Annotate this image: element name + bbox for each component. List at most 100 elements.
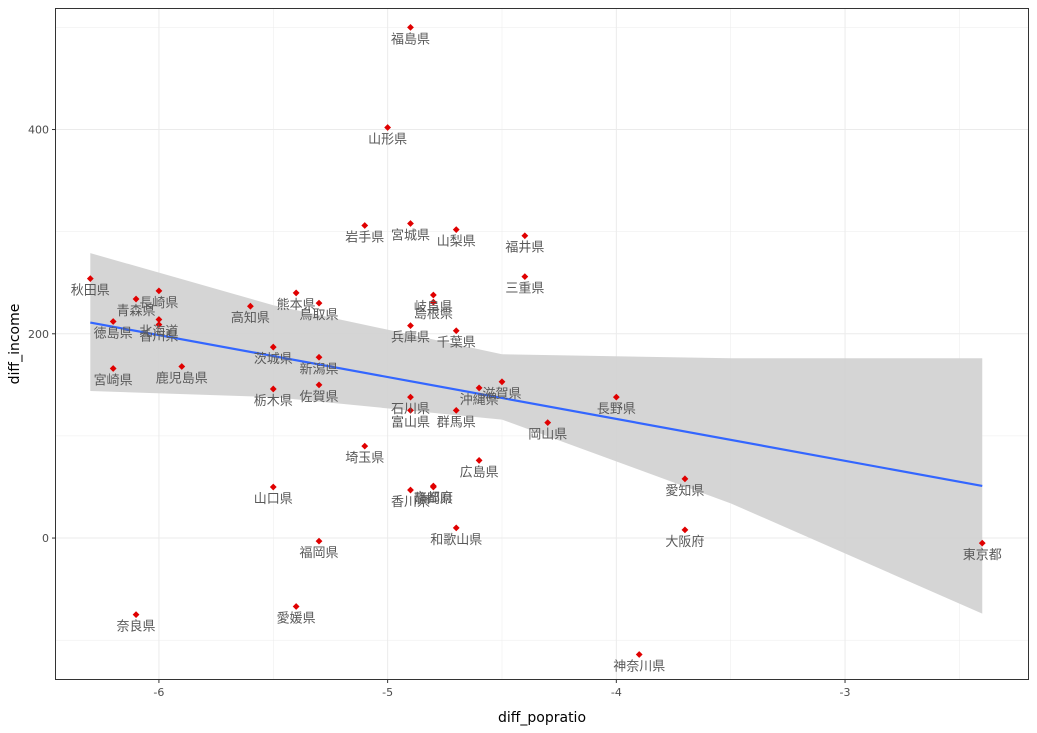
data-point xyxy=(521,273,529,280)
x-tick-label: -4 xyxy=(611,686,622,699)
point-label: 鳥取県 xyxy=(300,308,339,323)
data-point xyxy=(269,483,277,491)
point-label: 群馬県 xyxy=(437,415,476,430)
point-label: 岐阜県 xyxy=(414,299,453,315)
data-point xyxy=(361,222,369,229)
point-label: 福岡県 xyxy=(300,546,339,561)
data-point xyxy=(407,23,414,31)
point-label: 奈良県 xyxy=(117,619,156,635)
point-label: 埼玉県 xyxy=(345,451,384,466)
data-point xyxy=(269,385,277,393)
data-point xyxy=(521,232,529,240)
point-label: 香川県 xyxy=(391,495,430,510)
point-label: 和歌山県 xyxy=(430,533,482,548)
data-point xyxy=(407,220,414,227)
point-label: 山口県 xyxy=(254,492,293,507)
data-point xyxy=(407,322,414,330)
data-points xyxy=(86,23,986,658)
data-point xyxy=(407,486,414,494)
point-label: 滋賀県 xyxy=(482,387,521,402)
point-label: 茨城県 xyxy=(254,352,293,367)
x-axis-ticks: -6 -5 -4 -3 xyxy=(153,679,851,699)
point-label: 沖縄県 xyxy=(460,393,499,408)
data-point xyxy=(292,289,300,297)
point-label: 東京都 xyxy=(963,547,1002,563)
data-point xyxy=(155,287,163,295)
point-label: 大阪府 xyxy=(665,535,704,550)
point-label: 岡山県 xyxy=(528,428,567,443)
data-point xyxy=(315,381,323,389)
data-point xyxy=(452,327,460,335)
data-point xyxy=(247,302,254,310)
data-point xyxy=(155,321,163,328)
x-tick-label: -3 xyxy=(840,686,851,699)
data-point xyxy=(292,603,300,610)
point-label: 新潟県 xyxy=(300,361,339,377)
data-point xyxy=(407,406,414,414)
data-point xyxy=(452,226,460,234)
point-label: 山形県 xyxy=(368,132,407,147)
data-point xyxy=(978,539,986,547)
data-point xyxy=(407,393,414,401)
point-label: 愛知県 xyxy=(665,483,704,499)
point-label: 栃木県 xyxy=(254,394,293,409)
y-tick-label: 400 xyxy=(28,124,49,137)
data-point xyxy=(612,393,620,401)
point-label: 熊本県 xyxy=(277,297,316,313)
data-point xyxy=(315,353,323,361)
regression-line xyxy=(90,321,983,488)
point-label: 京都府 xyxy=(414,491,453,506)
data-point xyxy=(109,318,117,325)
data-point xyxy=(269,343,277,351)
data-point xyxy=(498,378,506,386)
point-label: 青森県 xyxy=(117,304,156,319)
point-label: 宮城県 xyxy=(391,227,430,243)
data-point xyxy=(452,406,460,414)
data-point xyxy=(315,299,323,307)
data-point xyxy=(429,291,437,299)
point-label: 福井県 xyxy=(505,241,544,256)
data-point xyxy=(132,295,140,303)
regression-fit-line xyxy=(90,321,983,488)
point-label: 富山県 xyxy=(391,414,430,430)
point-label: 神奈川県 xyxy=(613,659,665,674)
data-point xyxy=(361,442,369,450)
data-point xyxy=(155,316,163,323)
data-point xyxy=(178,363,186,370)
data-point xyxy=(635,651,643,658)
point-label: 福島県 xyxy=(391,32,430,47)
point-label: 山梨県 xyxy=(437,235,476,250)
y-tick-label: 200 xyxy=(28,328,49,341)
confidence-band xyxy=(90,253,983,614)
point-label: 香川県 xyxy=(139,330,178,345)
y-tick-label: 0 xyxy=(42,532,49,545)
data-point xyxy=(429,482,437,490)
data-point xyxy=(109,365,117,372)
data-point xyxy=(384,124,392,131)
point-label: 佐賀県 xyxy=(300,390,339,405)
plot-panel-border xyxy=(55,8,1029,680)
x-tick-label: -6 xyxy=(153,686,164,699)
point-label: 広島県 xyxy=(460,465,499,480)
point-label: 長野県 xyxy=(597,402,636,417)
data-point xyxy=(429,298,437,306)
confidence-band-area xyxy=(90,253,983,614)
point-label: 徳島県 xyxy=(94,327,133,342)
point-label: 石川県 xyxy=(391,402,430,417)
data-point xyxy=(475,384,483,392)
data-point xyxy=(315,537,323,545)
point-label: 愛媛県 xyxy=(277,611,316,626)
data-point xyxy=(132,611,140,619)
point-label: 北海道 xyxy=(139,324,178,339)
x-tick-label: -5 xyxy=(382,686,393,699)
y-axis-title: diff_income xyxy=(7,304,23,385)
point-label: 鹿児島県 xyxy=(156,370,208,386)
point-label: 兵庫県 xyxy=(391,331,430,346)
point-label: 島根県 xyxy=(414,307,453,322)
data-point xyxy=(681,526,689,534)
y-axis-ticks: 0 200 400 xyxy=(28,124,56,545)
point-label: 秋田県 xyxy=(71,284,110,299)
data-point xyxy=(452,524,460,532)
